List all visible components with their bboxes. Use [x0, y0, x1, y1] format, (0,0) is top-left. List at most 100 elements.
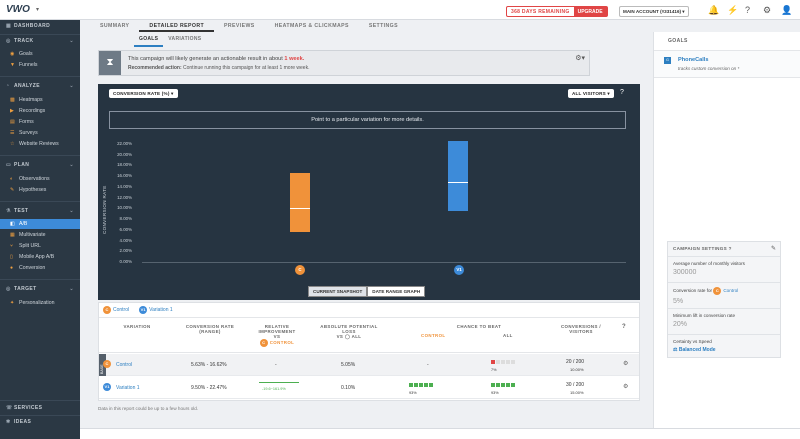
row-improvement-range: -19.6~161.9%	[262, 387, 286, 391]
row-settings-icon[interactable]: ⚙	[623, 384, 629, 390]
help-icon[interactable]: ?	[745, 5, 751, 15]
chance-all-meter	[491, 360, 516, 366]
help-icon[interactable]: ?	[620, 89, 624, 96]
help-icon[interactable]: ?	[728, 246, 732, 251]
goal-item[interactable]: G PhoneCalls tracks custom conversion on…	[654, 50, 800, 78]
metric-dropdown[interactable]: CONVERSION RATE (%) ▾	[109, 89, 178, 98]
tab-previews[interactable]: PREVIEWS	[224, 23, 255, 29]
conversion-rate-setting: Conversion rate for C Control 5%	[668, 282, 780, 309]
visitors-dropdown[interactable]: ALL VISITORS ▾	[568, 89, 614, 98]
sidebar-item-multivariate[interactable]: ▦ Multivariate	[10, 232, 46, 238]
subtab-variations[interactable]: VARIATIONS	[168, 36, 202, 42]
help-icon[interactable]: ?	[622, 324, 627, 330]
y-tick-label: 10.00%	[117, 205, 132, 211]
sidebar-item-conversion[interactable]: ● Conversion	[10, 265, 46, 271]
sidebar-section-plan[interactable]: ▭ PLAN ⌄	[6, 162, 74, 168]
sidebar-services[interactable]: ☏SERVICES	[6, 405, 43, 411]
subtab-goals[interactable]: GOALS	[134, 33, 164, 47]
certainty-value: ⚖ Balanced Mode	[673, 347, 716, 353]
report-tabs: SUMMARY DETAILED REPORT PREVIEWS HEATMAP…	[90, 20, 408, 32]
account-label: MAIN ACCOUNT (#331416)	[623, 9, 682, 14]
sidebar-item-observations[interactable]: ◐ Observations	[10, 176, 50, 182]
y-tick-label: 8.00%	[119, 216, 132, 222]
edit-icon[interactable]: ✎	[770, 246, 776, 252]
chevron-down-icon[interactable]: ▾	[36, 7, 40, 13]
plan-icon: ▭	[6, 162, 12, 168]
account-selector[interactable]: MAIN ACCOUNT (#331416) ▾	[619, 6, 689, 17]
services-icon: ☏	[6, 405, 13, 411]
user-icon[interactable]: 👤	[781, 5, 793, 15]
sidebar-ideas[interactable]: ✱ IDEAS	[6, 419, 32, 425]
analyze-icon: ◔	[6, 83, 10, 89]
divider	[0, 201, 80, 202]
test-icon: ⚗	[6, 208, 11, 214]
bell-icon[interactable]: 🔔	[708, 5, 720, 15]
vwo-logo[interactable]: VWO	[6, 4, 30, 15]
multivariate-icon: ▦	[10, 232, 15, 238]
sidebar-item-mobile-app[interactable]: ▯ Mobile App A/B	[10, 254, 55, 260]
variation-badge: V1	[103, 383, 111, 391]
hourglass-icon: ⧗	[99, 51, 121, 75]
activity-icon[interactable]: ⚡	[727, 5, 739, 15]
sidebar-item-website-reviews[interactable]: ☆ Website Reviews	[10, 141, 59, 147]
date-range-graph-tab[interactable]: DATE RANGE GRAPH	[367, 286, 426, 297]
banner-gear-icon[interactable]: ⚙▾	[575, 55, 585, 62]
chance-all-pct: 93%	[491, 391, 499, 395]
x-axis-baseline	[142, 262, 626, 263]
sidebar-item-heatmaps[interactable]: ▩ Heatmaps	[10, 97, 43, 103]
tab-summary[interactable]: SUMMARY	[100, 23, 130, 29]
top-bar: VWO ▾ 368 DAYS REMAINING UPGRADE MAIN AC…	[0, 0, 800, 20]
sidebar-item-recordings[interactable]: ▶ Recordings	[10, 108, 46, 114]
sidebar-item-funnels[interactable]: ▼ Funnels	[10, 62, 38, 68]
variation-1-marker[interactable]: V1	[454, 265, 464, 275]
row-settings-icon[interactable]: ⚙	[623, 361, 629, 367]
lightbulb-icon: ✱	[6, 419, 11, 425]
y-tick-label: 22.00%	[117, 141, 132, 146]
sidebar-item-personalization[interactable]: ✦ Personalization	[10, 300, 55, 306]
range-bar-control[interactable]	[290, 172, 310, 232]
conversion-icon: ●	[10, 265, 14, 271]
divider	[0, 155, 80, 156]
control-marker[interactable]: C	[295, 265, 305, 275]
sidebar-section-target[interactable]: ◎ TARGET ⌄	[6, 286, 74, 292]
legend-variation-1[interactable]: V1 Variation 1	[139, 306, 173, 314]
table-row-control[interactable]: BASE C Control 5.63% - 16.62% - 5.05% - …	[99, 354, 639, 376]
gear-icon[interactable]: ⚙	[763, 5, 772, 15]
current-snapshot-tab[interactable]: CURRENT SNAPSHOT	[308, 286, 368, 297]
table-row-variation-1[interactable]: V1 Variation 1 9.50% - 22.47% -19.6~161.…	[99, 377, 639, 399]
sidebar-section-track[interactable]: ◎ TRACK ⌄	[6, 38, 74, 44]
sidebar-item-split-url[interactable]: ⑂ Split URL	[10, 243, 41, 249]
sidebar: ▦ DASHBOARD ◎ TRACK ⌄ ◉ Goals ▼ Funnels ◔ ANAL…	[0, 20, 80, 439]
row-improvement: -	[275, 362, 277, 368]
control-badge: C	[713, 287, 722, 295]
sidebar-dashboard[interactable]: ▦ DASHBOARD	[6, 23, 51, 29]
tab-settings[interactable]: SETTINGS	[368, 23, 398, 29]
trial-badge: 368 DAYS REMAINING UPGRADE	[506, 6, 608, 17]
certainty-setting: Certainty vs Speed ⚖ Balanced Mode	[668, 334, 780, 357]
row-range: 5.63% - 16.62%	[191, 362, 227, 368]
sidebar-section-test[interactable]: ⚗ TEST ⌄	[6, 208, 74, 214]
chart-panel: CONVERSION RATE (%) ▾ ALL VISITORS ▾ ? P…	[98, 84, 640, 300]
sidebar-item-surveys[interactable]: ☰ Surveys	[10, 130, 38, 136]
sidebar-item-forms[interactable]: ▤ Forms	[10, 119, 34, 125]
chevron-down-icon: ⌄	[69, 286, 74, 292]
tab-detailed-report[interactable]: DETAILED REPORT	[139, 20, 215, 32]
y-tick-label: 0.00%	[119, 259, 132, 264]
row-name[interactable]: Control	[116, 362, 133, 368]
sidebar-item-hypotheses[interactable]: ✎ Hypotheses	[10, 187, 47, 193]
range-bar-variation-1[interactable]	[448, 141, 468, 212]
mean-line	[290, 208, 310, 210]
tab-heatmaps-clickmaps[interactable]: HEATMAPS & CLICKMAPS	[274, 23, 349, 29]
sidebar-item-ab[interactable]: ◧ A/B	[0, 219, 80, 229]
chevron-down-icon: ⌄	[69, 208, 74, 214]
y-tick-label: 16.00%	[117, 173, 132, 179]
y-tick-label: 14.00%	[117, 183, 132, 189]
goal-name[interactable]: PhoneCalls	[678, 57, 709, 63]
sidebar-section-analyze[interactable]: ◔ ANALYZE ⌄	[6, 83, 74, 89]
legend-control[interactable]: C Control	[103, 306, 129, 314]
sidebar-item-goals[interactable]: ◉ Goals	[10, 51, 33, 57]
row-name[interactable]: Variation 1	[116, 385, 140, 391]
mean-line	[448, 181, 468, 183]
report-subtabs: GOALS VARIATIONS	[134, 33, 206, 47]
upgrade-button[interactable]: UPGRADE	[573, 7, 607, 16]
